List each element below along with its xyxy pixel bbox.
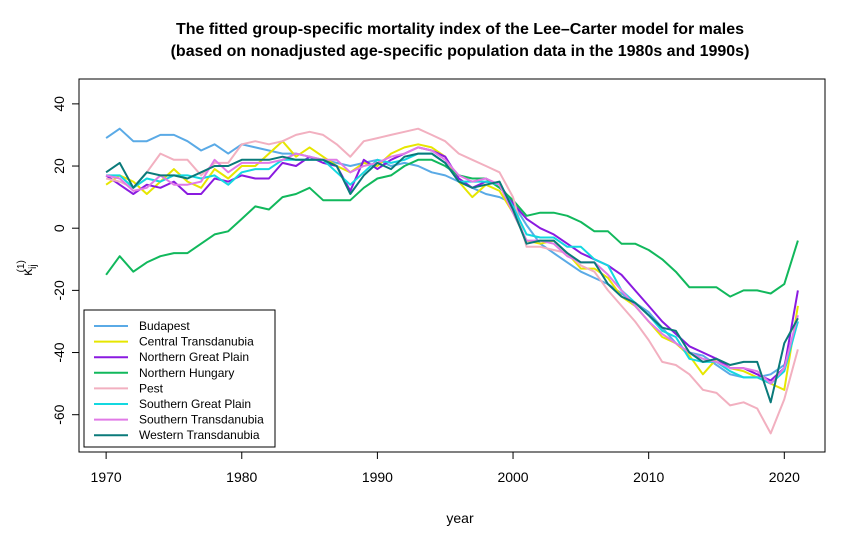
chart-title: The fitted group-specific mortality inde… [176,21,744,38]
y-axis-label-main: κ [19,268,35,276]
y-axis: -60 -40 -20 0 20 40 [51,96,80,425]
y-tick-label: -20 [51,280,67,300]
svg-text:κij(1): κij(1) [16,260,39,276]
legend-label: Northern Great Plain [139,350,249,364]
x-tick-label: 1970 [91,469,122,485]
x-axis-label: year [446,510,474,526]
x-tick-label: 1980 [226,469,257,485]
x-tick-label: 1990 [362,469,393,485]
y-axis-label: κij(1) [16,260,39,276]
legend-label: Southern Transdanubia [139,413,264,427]
y-axis-label-sup: (1) [16,260,27,272]
y-tick-label: 0 [51,224,67,232]
chart-subtitle: (based on nonadjusted age-specific popul… [171,43,750,60]
legend-label: Pest [139,381,164,395]
x-tick-label: 2000 [497,469,528,485]
legend-label: Western Transdanubia [139,428,260,442]
series-line-western-transdanubia [105,152,799,404]
x-axis: 1970 1980 1990 2000 2010 2020 [91,451,800,485]
legend-label: Central Transdanubia [139,335,254,349]
x-tick-label: 2020 [769,469,800,485]
series-line-northern-hungary [105,158,799,298]
x-tick-label: 2010 [633,469,664,485]
series-layer [105,127,799,435]
y-axis-label-sub: ij [28,264,39,268]
legend-label: Northern Hungary [139,366,234,380]
y-tick-label: 20 [51,158,67,174]
series-line-pest [105,127,799,435]
y-tick-label: -60 [51,404,67,424]
legend-label: Southern Great Plain [139,397,251,411]
y-tick-label: 40 [51,96,67,112]
legend-label: Budapest [139,319,190,333]
legend-box [83,309,276,448]
y-tick-label: -40 [51,342,67,362]
